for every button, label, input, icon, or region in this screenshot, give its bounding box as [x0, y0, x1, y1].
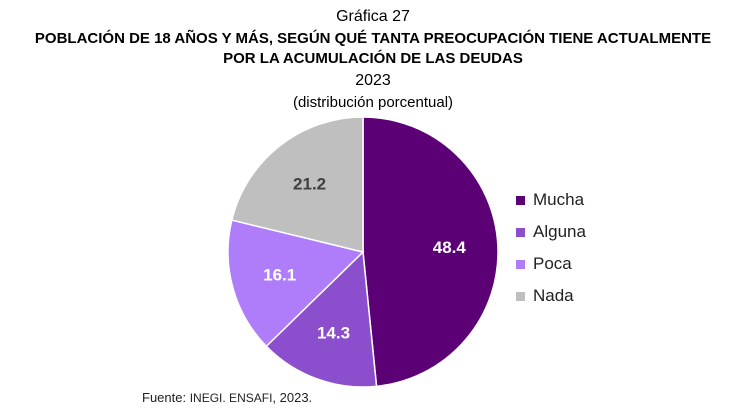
source-text: INEGI. ENSAFI [189, 391, 273, 405]
legend-label-poca: Poca [533, 254, 572, 273]
legend-item-poca: Poca [516, 248, 586, 280]
chart-unit: (distribución porcentual) [292, 94, 454, 111]
legend-swatch-poca [516, 259, 525, 269]
chart-title-line-1: POBLACIÓN DE 18 AÑOS Y MÁS, SEGÚN QUÉ TA… [34, 30, 712, 47]
legend-label-nada: Nada [533, 286, 574, 305]
pie-slice-poca [227, 219, 365, 348]
pie-slice-mucha [362, 116, 499, 388]
legend-swatch-mucha [516, 195, 525, 205]
legend-swatch-alguna [516, 227, 525, 237]
legend-item-mucha: Mucha [516, 184, 586, 216]
pie-label-nada: 21.2 [293, 175, 326, 194]
legend-label-mucha: Mucha [533, 190, 585, 209]
legend-swatch-nada [516, 291, 525, 301]
source-prefix: Fuente: [142, 390, 187, 405]
legend-item-alguna: Alguna [516, 216, 586, 248]
pie-slice-nada [230, 116, 364, 253]
chart-label: Gráfica 27 [336, 8, 410, 25]
legend-item-nada: Nada [516, 280, 586, 312]
pie-slice-alguna [265, 250, 378, 388]
legend: Mucha Alguna Poca Nada [516, 184, 586, 312]
source-note: Fuente: INEGI. ENSAFI, 2023. [142, 390, 312, 405]
pie-label-alguna: 14.3 [317, 324, 350, 343]
source-suffix: , 2023. [272, 390, 313, 405]
chart-title-line-2: POR LA ACUMULACIÓN DE LAS DEUDAS [223, 50, 523, 67]
legend-label-alguna: Alguna [533, 222, 586, 241]
pie-label-poca: 16.1 [263, 265, 296, 284]
chart-year: 2023 [355, 72, 391, 89]
pie-label-mucha: 48.4 [433, 238, 467, 257]
